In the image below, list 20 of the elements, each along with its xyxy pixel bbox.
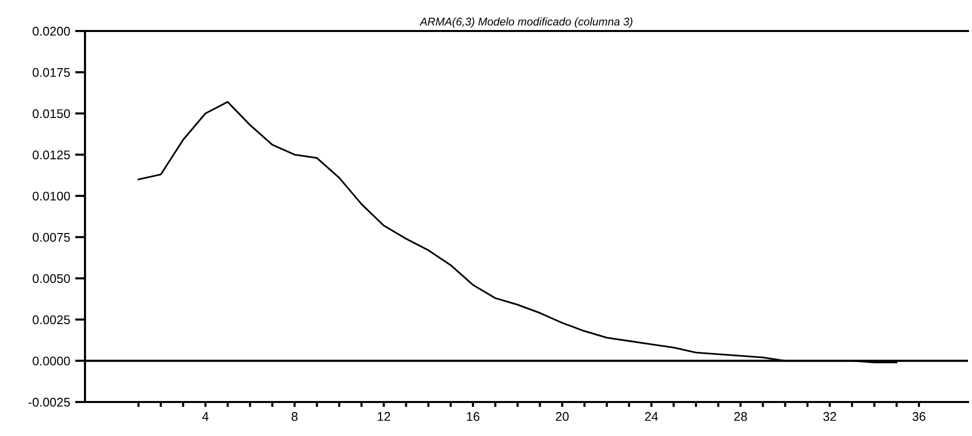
y-tick-label: 0.0000 [32, 356, 70, 366]
chart-title: ARMA(6,3) Modelo modificado (columna 3) [419, 17, 632, 28]
y-tick-label: -0.0025 [28, 398, 70, 407]
y-tick-label: 0.0125 [32, 150, 70, 160]
y-tick-label: 0.0025 [32, 315, 70, 324]
y-tick-label: 0.0050 [32, 274, 70, 283]
y-tick-label: 0.0100 [32, 192, 70, 201]
x-tick-label: 4 [202, 412, 209, 421]
y-tick-label: 0.0200 [32, 26, 70, 36]
x-tick-label: 8 [292, 412, 298, 421]
y-tick-label: 0.0075 [32, 232, 70, 242]
x-tick-label: 36 [912, 412, 926, 421]
x-tick-label: 28 [734, 412, 747, 421]
x-tick-label: 20 [556, 412, 569, 421]
x-tick-label: 32 [823, 412, 836, 421]
y-tick-label: 0.0175 [32, 68, 70, 77]
y-tick-label: 0.0150 [32, 109, 70, 118]
x-tick-label: 24 [645, 412, 658, 421]
x-tick-label: 12 [378, 412, 390, 421]
x-tick-label: 16 [466, 412, 480, 421]
